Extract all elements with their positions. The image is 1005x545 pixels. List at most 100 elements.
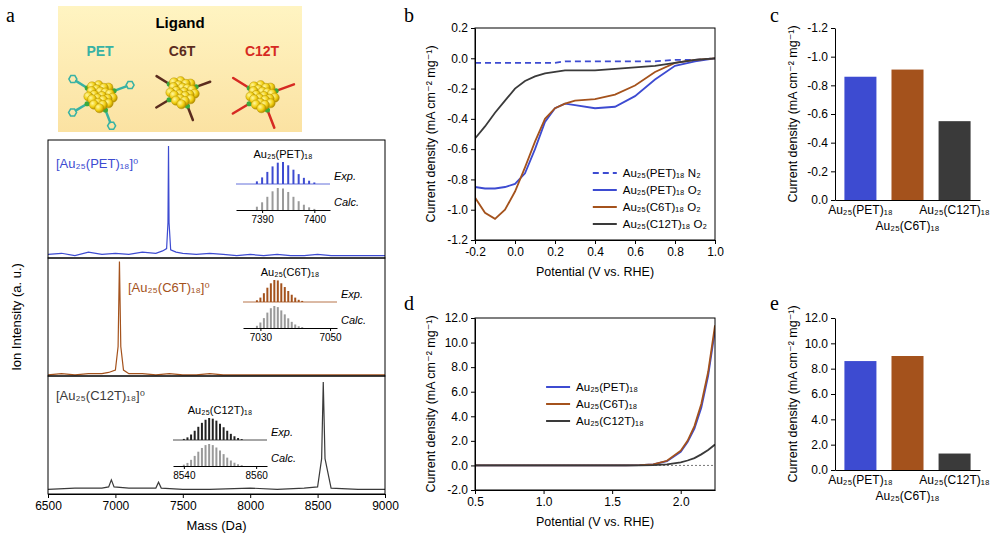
stem — [298, 300, 300, 302]
tick: 12.0 — [805, 311, 835, 325]
tick-mark — [183, 494, 184, 498]
tick-label: -2.0 — [447, 483, 468, 497]
cluster — [233, 78, 294, 128]
tick-mark — [471, 416, 475, 417]
inset-series-label: Calc. — [341, 314, 366, 326]
tick-label: Au₂₅(C6T)₁₈ — [876, 489, 940, 503]
tick: -1.0 — [807, 50, 835, 64]
series-label: [Au₂₅(C6T)₁₈]⁰ — [128, 280, 210, 295]
tick-label: -0.2 — [465, 245, 486, 259]
stem — [186, 463, 188, 466]
tick-mark — [831, 28, 835, 29]
tick-label: 6.0 — [451, 385, 468, 399]
tick-label: Au₂₅(C12T)₁₈ — [919, 203, 990, 217]
stem — [194, 456, 196, 466]
stem — [223, 427, 225, 440]
tick-label: 8.0 — [451, 360, 468, 374]
legend-item: Au₂₅(C6T)₁₈ — [546, 398, 637, 410]
stem — [205, 445, 207, 466]
plot-marks — [475, 325, 715, 465]
stem — [201, 448, 203, 466]
tick-mark — [831, 369, 835, 370]
series-line — [48, 262, 385, 375]
stem — [208, 444, 210, 466]
stem — [291, 322, 293, 328]
panel-label: a — [6, 4, 15, 26]
phenyl-ring — [126, 82, 134, 89]
tick-mark — [544, 490, 545, 494]
stem — [294, 298, 296, 302]
inset-marks — [257, 306, 302, 328]
stem — [194, 431, 196, 440]
illustration: LigandPETC6TC12T — [58, 6, 302, 132]
tick-mark — [471, 240, 475, 241]
tick-mark — [555, 240, 556, 244]
tick: 6.0 — [451, 385, 475, 399]
stem — [284, 287, 286, 302]
tick: -0.6 — [447, 142, 475, 156]
tick-mark — [318, 494, 319, 498]
tick-label: 2.0 — [451, 434, 468, 448]
stem — [292, 170, 294, 184]
tick: Au₂₅(PET)₁₈ — [828, 473, 893, 487]
tick-mark — [471, 318, 475, 319]
legend-swatch — [593, 223, 617, 225]
tick-label: 0.0 — [811, 463, 828, 477]
ligand-tail — [276, 84, 294, 91]
tick-label: 1.0 — [707, 245, 724, 259]
inset-series-label: Exp. — [334, 170, 356, 182]
tick-label: 0.8 — [667, 245, 684, 259]
tick: 10.0 — [805, 337, 835, 351]
tick-label: 0.0 — [451, 459, 468, 473]
tick-mark — [314, 210, 315, 213]
inset-marks — [257, 280, 302, 302]
tick-label: 7030 — [250, 332, 273, 343]
tick-label: Au₂₅(C6T)₁₈ — [876, 219, 940, 233]
gold-atom — [257, 104, 266, 113]
stem — [230, 434, 232, 440]
stem — [308, 207, 310, 210]
tick: Au₂₅(C12T)₁₈ — [919, 473, 990, 487]
tick: 7030 — [250, 328, 273, 343]
inset-marks — [257, 162, 314, 184]
stem — [237, 438, 239, 440]
axis: -0.20.00.20.40.60.81.0 — [465, 240, 724, 259]
stem — [208, 418, 210, 440]
stem — [259, 298, 261, 302]
stem — [272, 191, 274, 210]
panel-label: c — [770, 4, 779, 26]
stem — [219, 424, 221, 440]
tick-mark — [612, 490, 613, 494]
stem — [263, 318, 265, 328]
tick: 0.0 — [451, 52, 475, 66]
tick: 7390 — [251, 210, 274, 225]
stem — [212, 445, 214, 466]
legend-swatch — [546, 386, 570, 388]
bar — [844, 77, 876, 200]
axis-title: Potential (V vs. RHE) — [536, 515, 654, 529]
stem — [303, 178, 305, 184]
ligand-tail — [233, 104, 249, 114]
stem — [233, 463, 235, 466]
inset-marks — [184, 418, 242, 440]
legend-swatch — [593, 189, 617, 191]
series-line — [48, 382, 385, 489]
stem — [256, 300, 258, 302]
tick-label: 2.0 — [673, 495, 690, 509]
tick: 6500 — [35, 494, 62, 513]
stem — [282, 188, 284, 210]
tick: 0.6 — [627, 240, 644, 259]
legend-label: Au₂₅(C6T)₁₈ — [576, 398, 637, 410]
tick-label: 9000 — [372, 499, 399, 513]
tick-label: 8000 — [237, 499, 264, 513]
series-line — [475, 58, 715, 188]
axis-line — [475, 319, 476, 491]
stem — [266, 288, 268, 302]
tick-mark — [831, 445, 835, 446]
tick-mark — [262, 210, 263, 213]
plot-marks — [475, 58, 715, 219]
tick: Au₂₅(C12T)₁₈ — [919, 203, 990, 217]
tick-label: 0.0 — [811, 193, 828, 207]
inset-title: Au₂₅(PET)₁₈ — [253, 148, 312, 160]
tick: 0.5 — [467, 490, 484, 509]
